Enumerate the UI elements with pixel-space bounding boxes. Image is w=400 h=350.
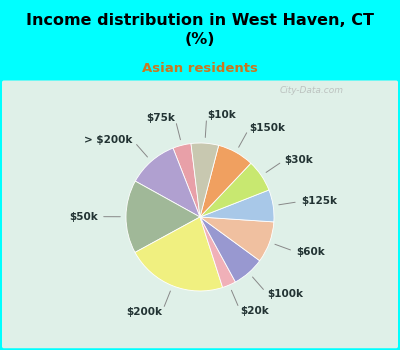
Wedge shape <box>200 163 269 217</box>
Wedge shape <box>191 143 219 217</box>
Wedge shape <box>200 217 274 261</box>
Text: $100k: $100k <box>267 289 303 299</box>
Text: $200k: $200k <box>126 307 162 317</box>
Wedge shape <box>126 181 200 252</box>
Text: $10k: $10k <box>207 110 236 120</box>
Text: $30k: $30k <box>285 155 314 165</box>
Text: $20k: $20k <box>240 306 269 316</box>
Wedge shape <box>135 217 223 291</box>
Wedge shape <box>135 148 200 217</box>
FancyBboxPatch shape <box>2 80 398 348</box>
Text: City-Data.com: City-Data.com <box>280 86 344 95</box>
Text: $60k: $60k <box>296 247 325 257</box>
Text: > $200k: > $200k <box>84 135 133 145</box>
Wedge shape <box>200 190 274 222</box>
Text: Income distribution in West Haven, CT
(%): Income distribution in West Haven, CT (%… <box>26 13 374 47</box>
Text: $50k: $50k <box>69 212 98 222</box>
Wedge shape <box>173 144 200 217</box>
Text: $75k: $75k <box>146 113 175 123</box>
Text: $125k: $125k <box>301 196 337 206</box>
Wedge shape <box>200 217 236 287</box>
Text: $150k: $150k <box>250 123 286 133</box>
Text: Asian residents: Asian residents <box>142 62 258 75</box>
Wedge shape <box>200 145 251 217</box>
Wedge shape <box>200 217 260 282</box>
